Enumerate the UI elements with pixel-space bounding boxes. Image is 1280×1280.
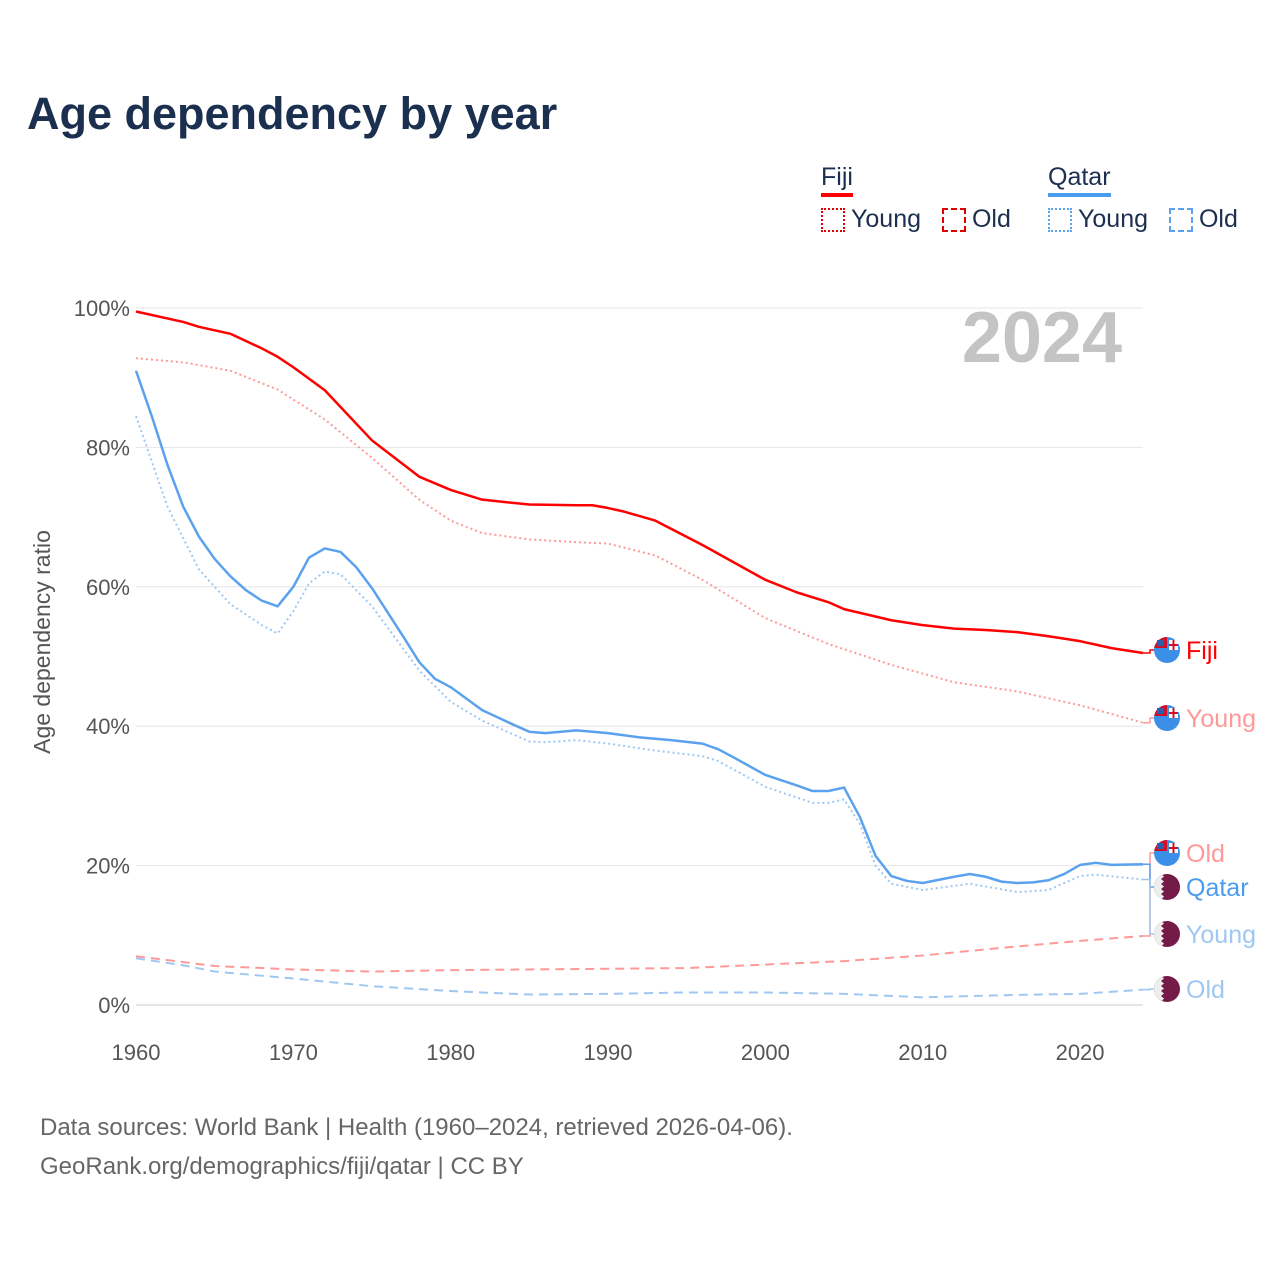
- legend-qatar: Qatar Young Old: [1048, 163, 1252, 239]
- leader-line: [1143, 878, 1156, 935]
- flag-serration: [1154, 874, 1164, 900]
- legend-fiji-old: Old: [941, 205, 1011, 234]
- flag-shield-cross: [1169, 644, 1178, 646]
- y-tick-label: 20%: [86, 854, 130, 879]
- end-label: Old: [1186, 976, 1225, 1004]
- x-tick-label: 1980: [426, 1040, 475, 1065]
- qatar-flag-icon: [1154, 976, 1180, 1002]
- legend-qatar-young: Young: [1048, 205, 1148, 234]
- leader-line: [1143, 649, 1156, 654]
- x-tick-label: 1970: [269, 1040, 318, 1065]
- legend-label: Young: [1078, 205, 1148, 233]
- qatar-flag-icon: [1154, 874, 1180, 900]
- leader-line: [1143, 863, 1156, 888]
- flag-serration: [1154, 921, 1164, 947]
- flag-canton-inner: [1157, 640, 1164, 646]
- end-label: Fiji: [1186, 637, 1218, 665]
- y-tick-label: 100%: [74, 296, 130, 321]
- fiji-flag-icon: [1154, 637, 1180, 663]
- leader-line: [1143, 717, 1156, 724]
- flag-canton-inner: [1157, 843, 1164, 849]
- leader-line: [1143, 988, 1156, 991]
- legend-label: Old: [1198, 205, 1238, 233]
- x-tick-label: 2020: [1056, 1040, 1105, 1065]
- series-line-qatar-old: [135, 957, 1144, 999]
- flag-canton-inner: [1157, 708, 1164, 714]
- dotted-swatch-icon: [821, 207, 845, 232]
- legend-qatar-old: Old: [1168, 205, 1238, 234]
- x-tick-label: 1960: [112, 1040, 161, 1065]
- legend-fiji-young: Young: [821, 205, 921, 234]
- dotted-swatch-icon: [1048, 207, 1072, 232]
- flag-shield-cross: [1169, 847, 1178, 849]
- series-line-fiji: [135, 310, 1144, 655]
- flag-shield-cross: [1169, 712, 1178, 714]
- y-tick-label: 40%: [86, 714, 130, 739]
- fiji-flag-icon: [1154, 705, 1180, 731]
- legend-label: Young: [851, 205, 921, 233]
- legend-label: Old: [971, 205, 1011, 233]
- fiji-flag-icon: [1154, 840, 1180, 866]
- attribution-link[interactable]: GeoRank.org/demographics/fiji/qatar | CC…: [40, 1153, 524, 1180]
- series-line-qatar: [134, 370, 1144, 885]
- series-line-fiji-young: [135, 357, 1144, 724]
- series-line-qatar-young: [135, 415, 1144, 894]
- y-axis-label: Age dependency ratio: [29, 530, 55, 754]
- legend-fiji-heading: Fiji: [821, 163, 853, 197]
- x-tick-label: 2000: [741, 1040, 790, 1065]
- end-label: Young: [1186, 921, 1256, 949]
- dashed-swatch-icon: [941, 207, 966, 232]
- y-tick-label: 60%: [86, 575, 130, 600]
- legend-qatar-heading: Qatar: [1048, 163, 1111, 197]
- series-line-fiji-old: [135, 935, 1144, 973]
- flag-serration: [1154, 976, 1164, 1002]
- x-tick-label: 1990: [584, 1040, 633, 1065]
- sources: Data sources: World Bank | Health (1960–…: [40, 1108, 793, 1186]
- y-tick-label: 80%: [86, 435, 130, 460]
- end-label: Qatar: [1186, 874, 1249, 902]
- y-tick-label: 0%: [98, 993, 130, 1018]
- year-watermark: 2024: [962, 298, 1122, 378]
- dashed-swatch-icon: [1168, 207, 1193, 232]
- qatar-flag-icon: [1154, 921, 1180, 947]
- x-tick-label: 2010: [898, 1040, 947, 1065]
- end-label: Old: [1186, 840, 1225, 868]
- legend-fiji: Fiji Young Old: [821, 163, 1025, 239]
- sources-line: Data sources: World Bank | Health (1960–…: [40, 1114, 793, 1141]
- chart-title: Age dependency by year: [27, 88, 558, 139]
- end-label: Young: [1186, 705, 1256, 733]
